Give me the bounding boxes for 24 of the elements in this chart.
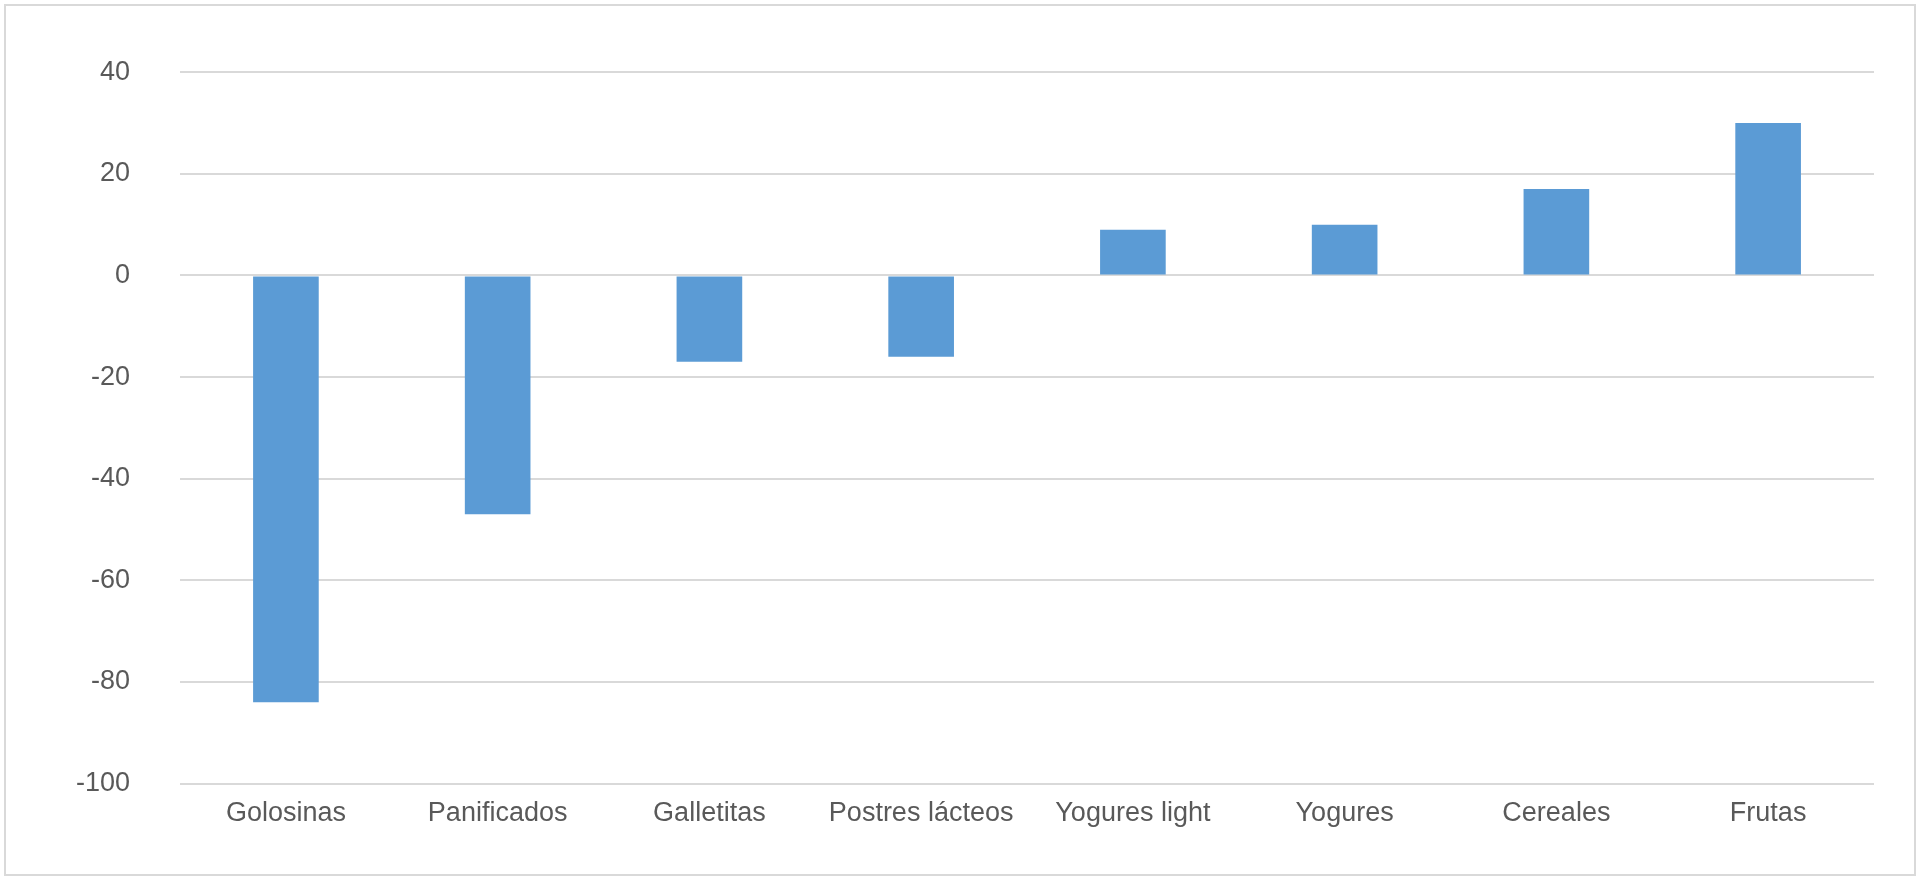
bar <box>1100 229 1166 275</box>
x-tick-label: Cereales <box>1502 797 1611 828</box>
y-tick-label: 20 <box>99 157 131 188</box>
y-tick-label: -100 <box>75 767 131 798</box>
x-tick-label: Galletitas <box>653 797 766 828</box>
bar <box>464 276 531 515</box>
bar <box>676 276 743 362</box>
y-tick-label: -60 <box>91 563 131 594</box>
y-tick-label: 40 <box>99 55 131 86</box>
y-tick-label: 0 <box>115 258 131 289</box>
x-tick-label: Yogures light <box>1055 797 1211 828</box>
bar <box>1735 123 1801 275</box>
bar <box>253 276 319 703</box>
x-tick-label: Panificados <box>427 797 568 828</box>
bar <box>888 276 954 357</box>
x-tick-label: Yogures <box>1295 797 1394 828</box>
y-tick-label: -20 <box>91 360 131 391</box>
x-tick-label: Frutas <box>1729 797 1807 828</box>
y-tick-label: -40 <box>91 462 131 493</box>
bar <box>1523 189 1590 275</box>
bar <box>1311 224 1378 275</box>
y-tick-label: -80 <box>91 665 131 696</box>
x-tick-label: Golosinas <box>225 797 346 828</box>
x-tick-label: Postres lácteos <box>828 797 1014 828</box>
